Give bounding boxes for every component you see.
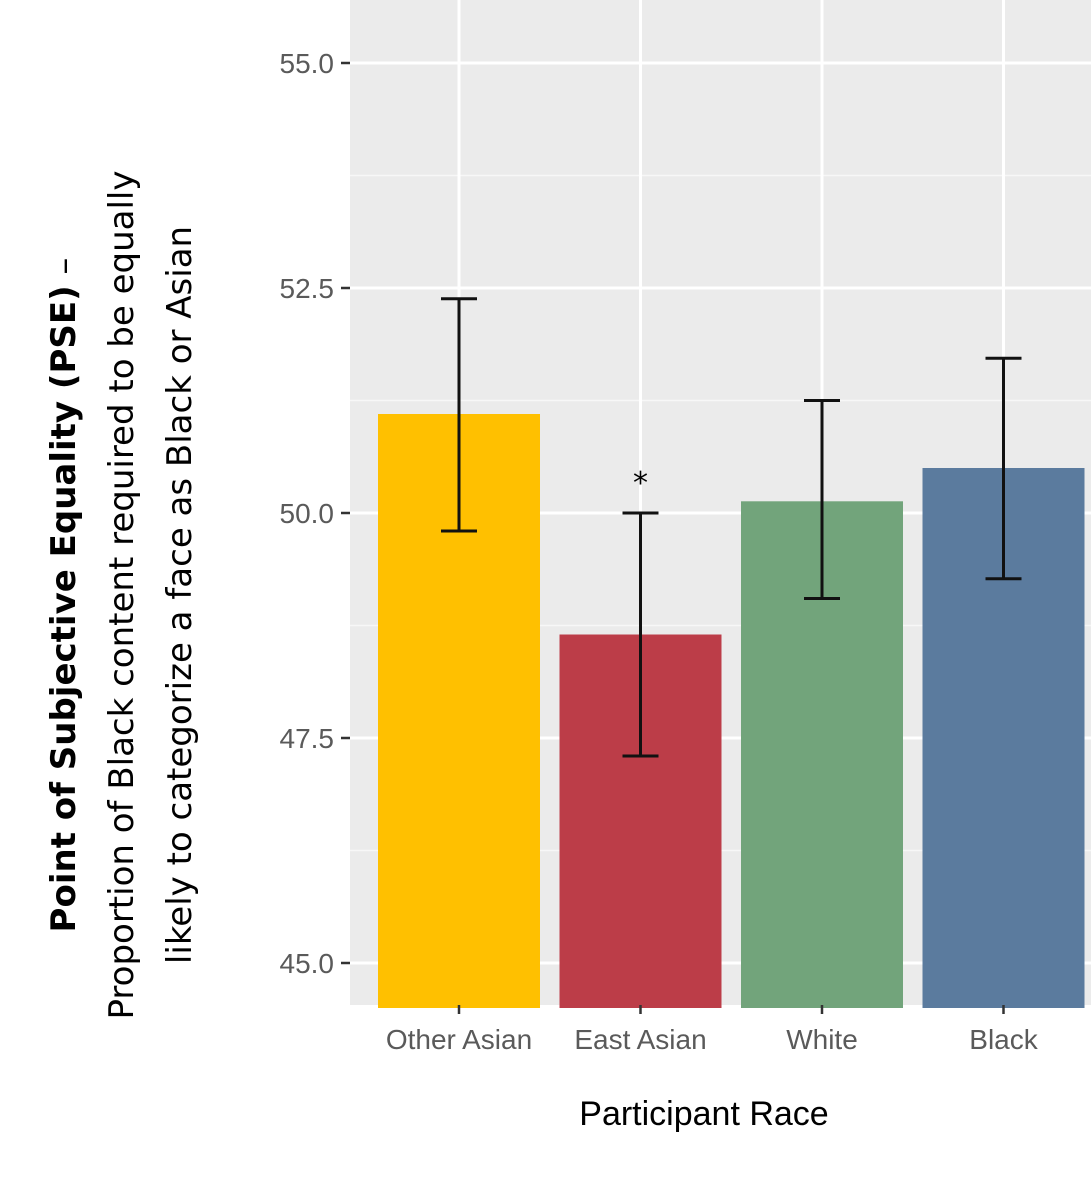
x-tick-label: Black	[969, 1024, 1038, 1055]
y-axis-title: Point of Subjective Equality (PSE) – Pro…	[44, 170, 200, 1019]
y-tick-label: 47.5	[280, 723, 335, 754]
y-axis: 45.0 47.5 50.0 52.5 55.0	[280, 48, 350, 979]
y-tick-label: 45.0	[280, 948, 335, 979]
x-tick-label: Other Asian	[386, 1024, 532, 1055]
significance-annotation: *	[633, 466, 648, 501]
x-tick-label: White	[786, 1024, 858, 1055]
error-bar-white	[804, 399, 840, 600]
error-bar-black	[985, 356, 1022, 581]
x-axis-title: Participant Race	[579, 1095, 828, 1133]
error-bar-other-asian	[441, 297, 477, 533]
error-bars	[441, 297, 1022, 758]
annotations: *	[633, 466, 648, 501]
y-axis-title-line-1: Point of Subjective Equality (PSE) –	[44, 258, 84, 933]
y-tick-label: 52.5	[280, 273, 335, 304]
y-axis-title-bold: Point of Subjective Equality (PSE)	[44, 285, 84, 932]
y-tick-label: 50.0	[280, 498, 335, 529]
y-tick-label: 55.0	[280, 48, 335, 79]
error-bar-east-asian	[622, 511, 659, 758]
x-tick-label: East Asian	[574, 1024, 706, 1055]
x-axis: Other Asian East Asian White Black	[386, 1005, 1039, 1055]
y-axis-title-dash: –	[44, 258, 84, 286]
y-axis-title-line-3: likely to categorize a face as Black or …	[160, 226, 200, 964]
y-axis-title-line-2: Proportion of Black content required to …	[102, 170, 142, 1019]
